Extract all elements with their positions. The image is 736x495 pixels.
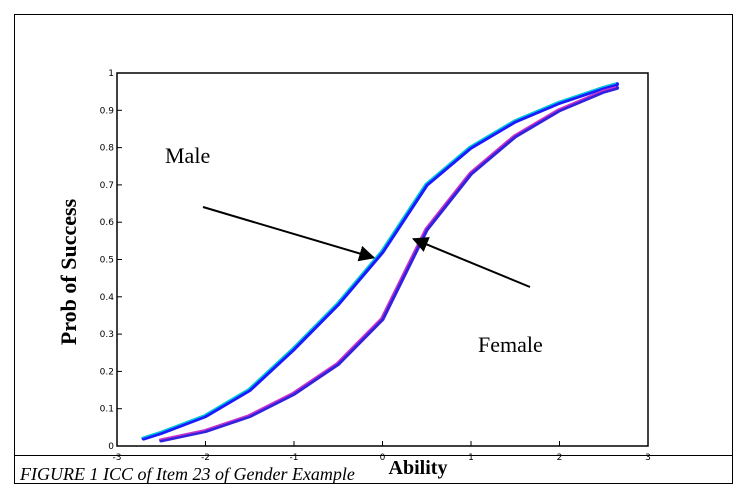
x-tick-label: -3 (113, 453, 122, 463)
caption-box: FIGURE 1 ICC of Item 23 of Gender Exampl… (14, 455, 733, 495)
x-tick-label: 0 (380, 453, 386, 463)
icc-chart: -3 -2 -1 0 1 2 300.10.20.30.40.50.60.70.80.91 … (56, 69, 651, 479)
y-tick-label: 0.9 (100, 106, 115, 116)
y-tick-label: 0.1 (100, 405, 114, 415)
y-tick-label: 0.7 (100, 181, 114, 191)
female-curve-highlight (159, 86, 617, 441)
annotation-male: Male (165, 143, 210, 168)
male-curve (141, 82, 620, 441)
y-tick-label: 0.6 (100, 218, 115, 228)
plot-area (116, 72, 649, 447)
y-axis-label: Prob of Success (56, 198, 81, 345)
x-tick-label: -2 (201, 453, 210, 463)
x-tick-label: -1 (290, 453, 299, 463)
figure-caption: FIGURE 1 ICC of Item 23 of Gender Exampl… (20, 464, 355, 484)
y-tick-label: 0.4 (100, 293, 115, 303)
male-arrow (202, 206, 376, 262)
x-axis-label: Ability (389, 457, 448, 479)
y-tick-label: 0.5 (100, 256, 114, 266)
x-tick-label: 3 (645, 453, 651, 463)
female-arrow (411, 237, 531, 288)
y-tick-label: 0 (108, 442, 114, 452)
y-tick-label: 1 (108, 69, 114, 79)
x-tick-label: 1 (468, 453, 474, 463)
y-tick-label: 0.8 (100, 144, 115, 154)
y-tick-label: 0.3 (100, 330, 114, 340)
y-tick-label: 0.2 (100, 367, 114, 377)
annotation-female: Female (478, 332, 543, 357)
female-curve (159, 85, 620, 443)
x-tick-label: 2 (557, 453, 563, 463)
male-curve-highlight (141, 82, 617, 439)
